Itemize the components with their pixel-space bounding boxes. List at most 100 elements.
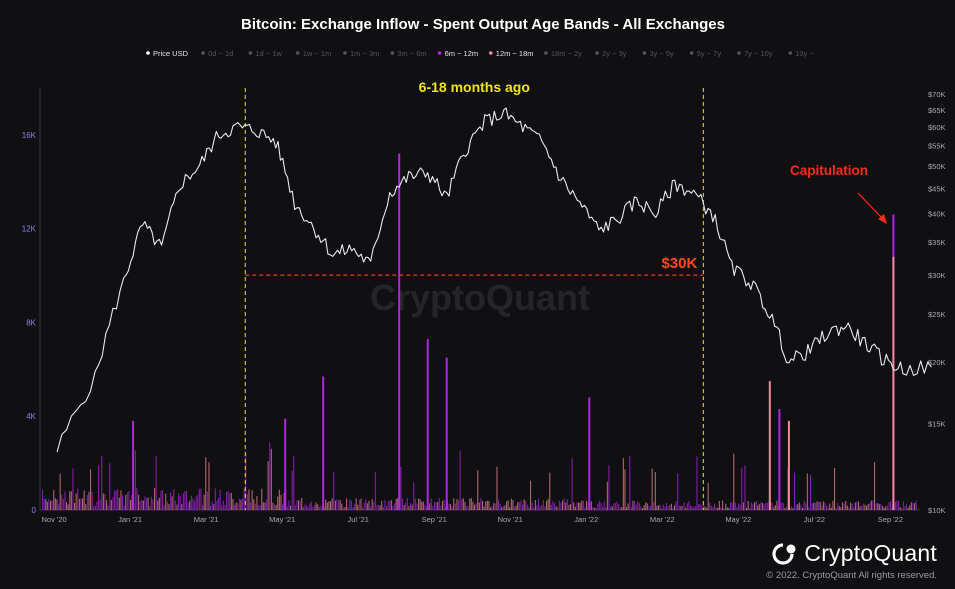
legend-marker-10 — [642, 51, 647, 55]
bar — [293, 456, 295, 510]
bar — [336, 499, 338, 510]
bar — [850, 502, 852, 510]
bar — [493, 503, 495, 510]
bar — [845, 500, 847, 510]
chart-watermark: CryptoQuant — [370, 277, 590, 318]
bar — [250, 502, 252, 510]
bar — [522, 504, 524, 510]
bar — [226, 492, 228, 510]
bar — [654, 472, 656, 510]
bar — [570, 503, 572, 510]
bar — [107, 505, 109, 510]
bar — [309, 503, 311, 510]
bar — [782, 502, 784, 510]
bar — [646, 503, 648, 510]
bar — [469, 498, 471, 510]
bar — [171, 496, 173, 510]
bar — [179, 495, 181, 510]
bar — [50, 500, 52, 510]
bar — [626, 507, 628, 510]
bar — [579, 502, 581, 510]
inflow-spikes — [132, 153, 895, 510]
bar — [491, 506, 493, 510]
bar — [891, 506, 893, 510]
bar — [386, 506, 388, 510]
bar — [470, 498, 472, 510]
bar — [400, 467, 402, 510]
bar — [320, 505, 322, 510]
capitulation-arrow-head — [878, 214, 887, 224]
bar — [814, 503, 816, 510]
bar — [277, 496, 279, 510]
bar — [760, 501, 762, 510]
bar — [539, 506, 541, 510]
bar — [110, 500, 112, 510]
bar — [707, 482, 709, 510]
bar — [141, 499, 143, 510]
copyright: © 2022. CryptoQuant All rights reserved. — [766, 570, 937, 581]
bar — [42, 489, 44, 510]
bar — [582, 500, 584, 510]
bar — [656, 505, 658, 510]
bar — [803, 500, 805, 510]
bar — [546, 500, 548, 510]
bar — [365, 499, 367, 510]
bar — [328, 501, 330, 510]
bar — [555, 506, 557, 510]
bar — [712, 507, 714, 510]
bar — [515, 505, 517, 510]
bar — [717, 507, 719, 510]
bar — [573, 502, 575, 510]
bar — [888, 502, 890, 510]
bar — [230, 492, 232, 510]
bar — [165, 493, 167, 510]
bar — [416, 503, 418, 510]
bar — [518, 501, 520, 510]
bar — [395, 499, 397, 510]
bar — [534, 500, 536, 510]
bar — [811, 503, 813, 510]
bar — [54, 498, 56, 510]
bar — [302, 507, 304, 510]
annotation-capitulation-label: Capitulation — [790, 163, 868, 178]
bar — [294, 504, 296, 510]
bar — [558, 500, 560, 510]
bar — [347, 507, 349, 510]
bar — [315, 502, 317, 510]
x-tick-labels: Nov '20 Jan '21 Mar '21 May '21 Jul '21 Sep '… — [41, 515, 902, 524]
bar — [517, 502, 519, 510]
bar — [331, 498, 333, 510]
bar — [182, 493, 184, 510]
bar — [114, 490, 116, 510]
bar — [176, 504, 178, 510]
bar — [362, 507, 364, 510]
bar — [454, 503, 456, 510]
bar — [494, 503, 496, 510]
bar — [376, 504, 378, 510]
bar — [136, 488, 138, 510]
bar — [75, 493, 77, 510]
bar — [802, 507, 804, 510]
bar — [157, 500, 159, 510]
bar — [835, 507, 837, 510]
spike-6m ~ 12m — [426, 338, 429, 510]
bar — [434, 501, 436, 510]
bar — [731, 502, 733, 510]
legend-label-9: 2y ~ 3y — [602, 49, 627, 58]
bar — [915, 500, 917, 510]
bar — [146, 498, 148, 510]
bar — [912, 502, 914, 510]
bar — [821, 505, 823, 510]
bar — [379, 505, 381, 510]
legend-marker-5 — [390, 51, 395, 55]
bar — [408, 505, 410, 510]
bar — [198, 488, 200, 510]
bar — [195, 496, 197, 510]
bar — [232, 499, 234, 510]
bar — [430, 498, 432, 510]
bar — [69, 491, 71, 510]
x-tick-2: Mar '21 — [194, 515, 219, 524]
y-left-tick-3: 12K — [22, 225, 37, 234]
bar — [907, 507, 909, 510]
bar — [194, 501, 196, 510]
